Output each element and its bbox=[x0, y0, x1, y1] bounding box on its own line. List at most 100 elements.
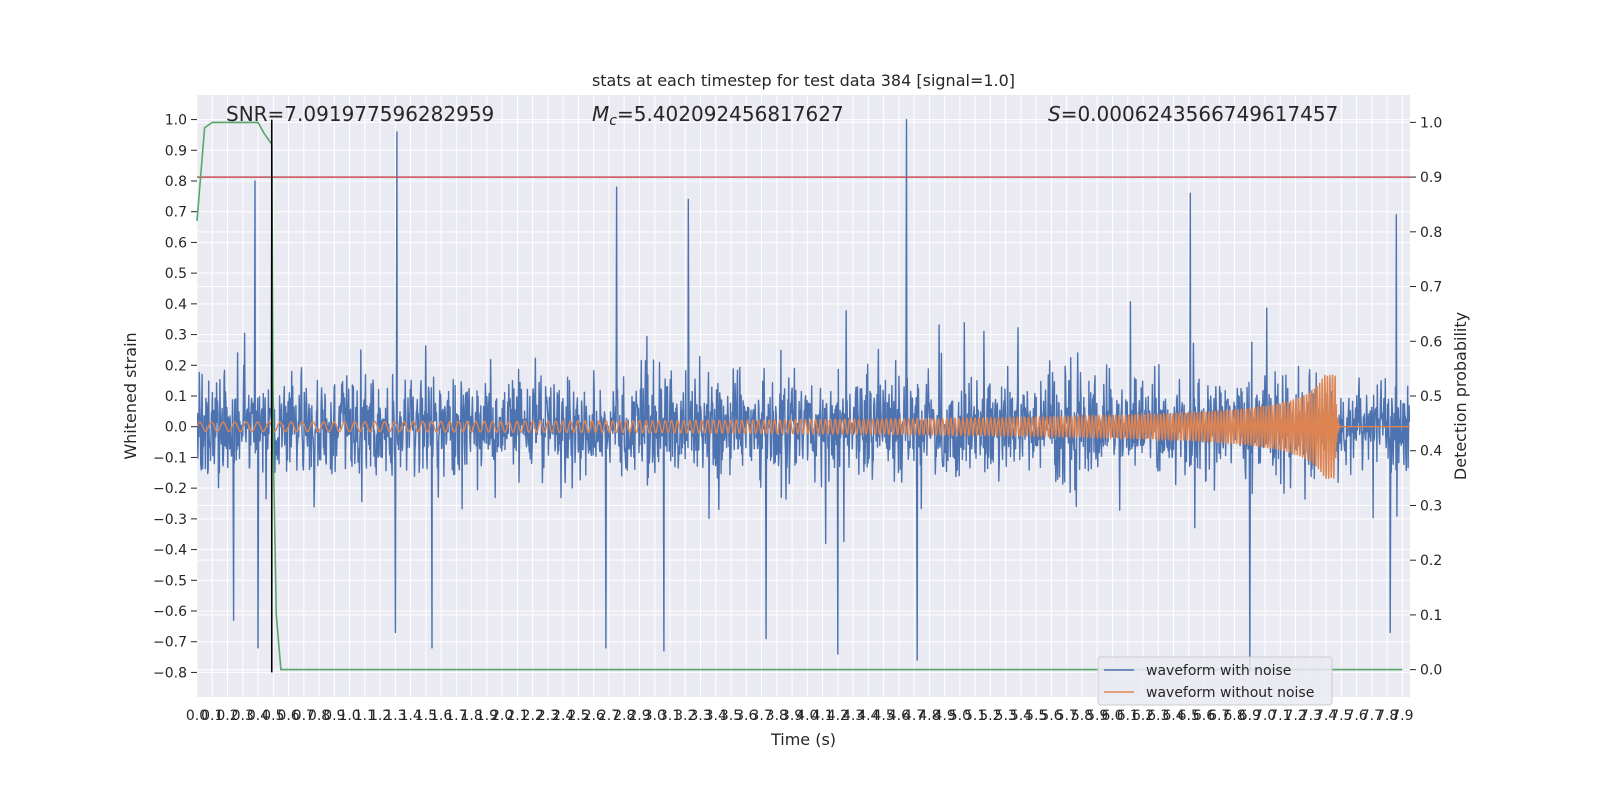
y-tick-label: −0.3 bbox=[153, 512, 187, 528]
s-annotation: S=0.0006243566749617457 bbox=[1048, 102, 1338, 126]
x-tick-label: 5.4 bbox=[1010, 708, 1032, 724]
y-tick-label: 0.1 bbox=[165, 389, 187, 405]
x-tick-label: 0.5 bbox=[262, 708, 284, 724]
x-tick-label: 3.1 bbox=[659, 708, 681, 724]
chirp-line bbox=[197, 374, 1410, 479]
x-tick-labels: 0.00.10.20.30.40.50.60.70.80.91.01.11.21… bbox=[186, 708, 1414, 724]
x-tick-label: 5.0 bbox=[949, 708, 971, 724]
x-tick-label: 1.6 bbox=[430, 708, 452, 724]
x-tick-label: 4.1 bbox=[811, 708, 833, 724]
y-tick-label: 0.0 bbox=[165, 420, 187, 436]
x-tick-label: 4.7 bbox=[903, 708, 925, 724]
x-tick-label: 7.4 bbox=[1315, 708, 1337, 724]
x-tick-label: 2.3 bbox=[537, 708, 559, 724]
x-tick-label: 4.4 bbox=[857, 708, 879, 724]
y-tick-label: −0.1 bbox=[153, 450, 187, 466]
snr-annotation: SNR=7.091977596282959 bbox=[226, 102, 494, 126]
mc-symbol: M bbox=[592, 102, 609, 126]
y-right-tick-label: 0.9 bbox=[1420, 170, 1442, 186]
x-tick-label: 7.1 bbox=[1269, 708, 1291, 724]
x-tick-label: 4.5 bbox=[872, 708, 894, 724]
x-axis-label: Time (s) bbox=[770, 730, 836, 749]
x-tick-label: 2.0 bbox=[491, 708, 513, 724]
x-tick-label: 7.5 bbox=[1330, 708, 1352, 724]
x-tick-label: 6.3 bbox=[1147, 708, 1169, 724]
x-tick-label: 0.2 bbox=[216, 708, 238, 724]
y-tick-label: 0.3 bbox=[165, 328, 187, 344]
s-value: =0.0006243566749617457 bbox=[1061, 102, 1339, 126]
x-tick-label: 3.0 bbox=[644, 708, 666, 724]
x-tick-label: 2.8 bbox=[613, 708, 635, 724]
x-tick-label: 3.7 bbox=[750, 708, 772, 724]
x-tick-label: 6.9 bbox=[1239, 708, 1261, 724]
x-tick-label: 1.8 bbox=[461, 708, 483, 724]
chirp-mass-annotation: Mc=5.402092456817627 bbox=[592, 102, 844, 129]
y-tick-label: 0.5 bbox=[165, 266, 187, 282]
x-tick-label: 2.9 bbox=[628, 708, 650, 724]
y-tick-label: −0.2 bbox=[153, 481, 187, 497]
x-tick-label: 5.8 bbox=[1071, 708, 1093, 724]
x-tick-label: 4.2 bbox=[827, 708, 849, 724]
x-tick-label: 0.0 bbox=[186, 708, 208, 724]
legend-label-clean: waveform without noise bbox=[1146, 685, 1314, 701]
x-tick-label: 7.2 bbox=[1284, 708, 1306, 724]
x-tick-label: 6.0 bbox=[1101, 708, 1123, 724]
y-tick-labels: −0.8 −0.7 −0.6 −0.5 −0.4 −0.3 −0.2 −0.1 0.0 0.1 0.… bbox=[153, 113, 197, 681]
x-tick-label: 1.7 bbox=[445, 708, 467, 724]
y-right-tick-label: 0.1 bbox=[1420, 608, 1442, 624]
mc-subscript: c bbox=[609, 113, 617, 129]
legend: waveform with noise waveform without noi… bbox=[1097, 656, 1333, 706]
x-tick-label: 2.6 bbox=[583, 708, 605, 724]
y-tick-label: 0.8 bbox=[165, 174, 187, 190]
x-tick-label: 3.3 bbox=[689, 708, 711, 724]
legend-box bbox=[1097, 656, 1333, 706]
x-tick-label: 3.8 bbox=[766, 708, 788, 724]
y-right-tick-label: 0.8 bbox=[1420, 225, 1442, 241]
x-tick-label: 1.1 bbox=[354, 708, 376, 724]
x-tick-label: 5.9 bbox=[1086, 708, 1108, 724]
x-tick-label: 7.3 bbox=[1300, 708, 1322, 724]
y-tick-label: −0.5 bbox=[153, 573, 187, 589]
x-tick-label: 4.3 bbox=[842, 708, 864, 724]
s-symbol: S bbox=[1048, 102, 1061, 126]
y-right-tick-labels: 0.0 0.1 0.2 0.3 0.4 0.5 0.6 0.7 0.8 0.9 1.0 bbox=[1410, 115, 1442, 679]
x-tick-label: 4.6 bbox=[888, 708, 910, 724]
x-tick-label: 6.4 bbox=[1162, 708, 1184, 724]
x-tick-label: 2.4 bbox=[552, 708, 574, 724]
y-tick-label: 0.7 bbox=[165, 205, 187, 221]
overlay-lines bbox=[196, 119, 1410, 673]
x-tick-label: 3.6 bbox=[735, 708, 757, 724]
mc-value: =5.402092456817627 bbox=[617, 102, 844, 126]
x-tick-label: 5.1 bbox=[964, 708, 986, 724]
y-right-axis-label: Detection probability bbox=[1451, 312, 1470, 480]
x-tick-label: 5.6 bbox=[1040, 708, 1062, 724]
x-tick-label: 7.6 bbox=[1345, 708, 1367, 724]
x-tick-label: 2.7 bbox=[598, 708, 620, 724]
x-tick-label: 6.1 bbox=[1117, 708, 1139, 724]
y-tick-label: 0.4 bbox=[165, 297, 187, 313]
x-tick-label: 0.4 bbox=[247, 708, 269, 724]
noise-series bbox=[197, 118, 1410, 674]
x-tick-label: 1.3 bbox=[384, 708, 406, 724]
y-tick-label: 0.2 bbox=[165, 358, 187, 374]
x-tick-label: 7.0 bbox=[1254, 708, 1276, 724]
x-tick-label: 6.8 bbox=[1223, 708, 1245, 724]
chirp-series bbox=[197, 374, 1410, 479]
x-tick-label: 3.9 bbox=[781, 708, 803, 724]
x-tick-label: 5.7 bbox=[1056, 708, 1078, 724]
x-tick-label: 0.6 bbox=[277, 708, 299, 724]
x-tick-label: 7.9 bbox=[1391, 708, 1413, 724]
y-tick-label: −0.8 bbox=[153, 665, 187, 681]
x-tick-label: 6.6 bbox=[1193, 708, 1215, 724]
y-tick-label: 0.6 bbox=[165, 235, 187, 251]
x-tick-label: 6.7 bbox=[1208, 708, 1230, 724]
y-right-tick-label: 0.2 bbox=[1420, 553, 1442, 569]
y-tick-label: −0.4 bbox=[153, 543, 187, 559]
x-tick-label: 3.2 bbox=[674, 708, 696, 724]
y-tick-label: 0.9 bbox=[165, 143, 187, 159]
x-tick-label: 0.3 bbox=[232, 708, 254, 724]
x-tick-label: 3.5 bbox=[720, 708, 742, 724]
x-tick-label: 4.9 bbox=[934, 708, 956, 724]
x-tick-label: 4.0 bbox=[796, 708, 818, 724]
x-tick-label: 6.2 bbox=[1132, 708, 1154, 724]
